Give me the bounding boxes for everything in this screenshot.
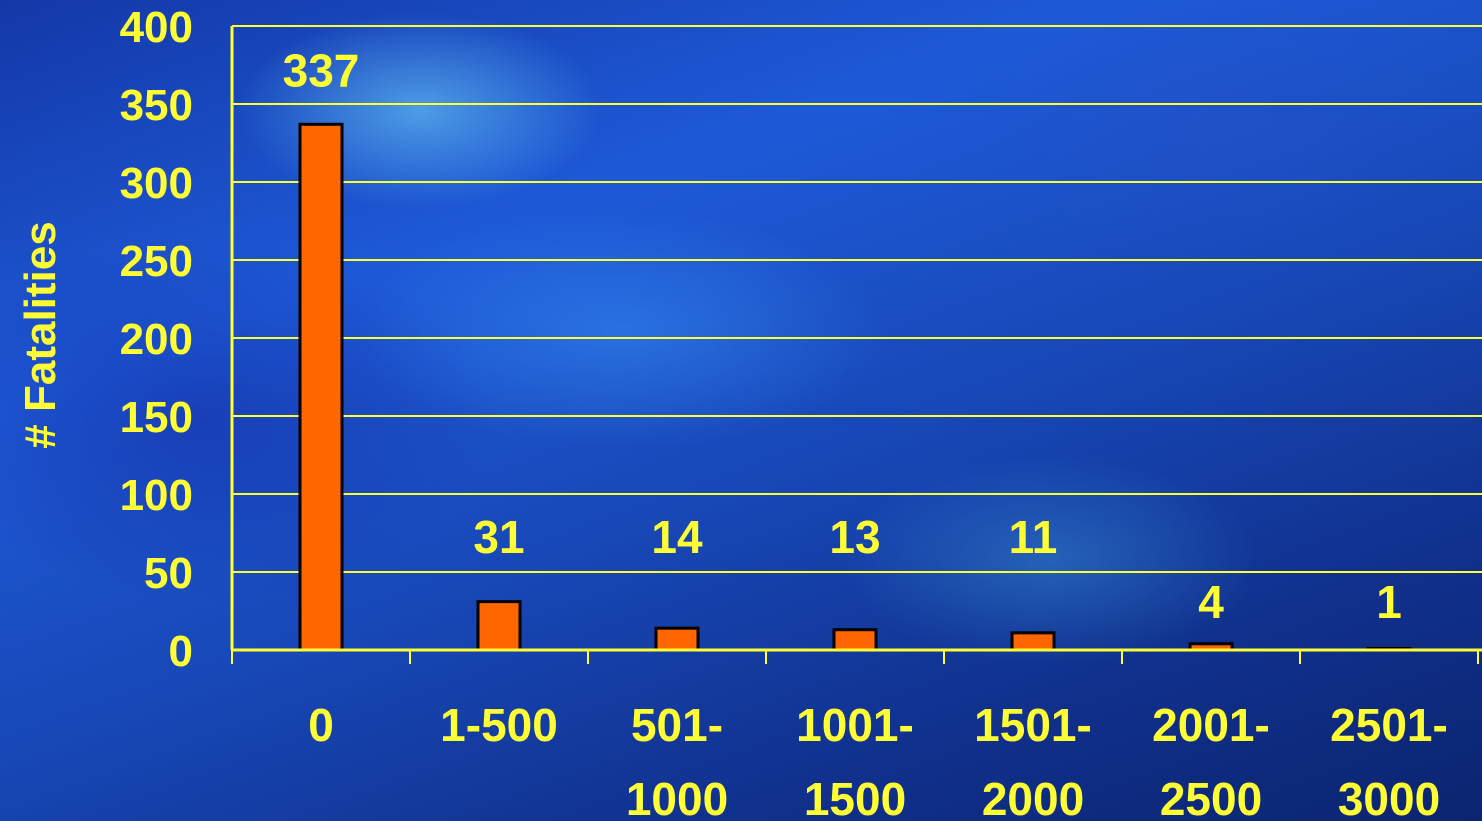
bar (654, 626, 700, 652)
bar (476, 600, 522, 652)
x-tick-label: 501- (631, 699, 723, 751)
bar (1010, 631, 1056, 652)
y-tick-label: 50 (144, 549, 193, 598)
x-tick-label: 2001- (1152, 699, 1270, 751)
y-tick-labels: 0 50 100 150 200 250 300 350 400 (120, 3, 193, 676)
data-label: 11 (1009, 511, 1058, 563)
y-tick-label: 400 (120, 3, 193, 52)
y-axis-label: # Fatalities (16, 221, 65, 448)
y-tick-label: 250 (120, 237, 193, 286)
y-tick-label: 200 (120, 315, 193, 364)
data-label: 31 (473, 511, 524, 563)
y-tick-label: 300 (120, 159, 193, 208)
y-tick-label: 350 (120, 81, 193, 130)
x-tick-label: 1000 (626, 773, 728, 821)
data-labels: 337 31 14 13 11 4 1 (283, 44, 1402, 628)
x-tick-label: 2501- (1330, 699, 1448, 751)
x-tick-label: 1501- (974, 699, 1092, 751)
bars (298, 122, 1412, 652)
axes (230, 26, 1482, 664)
x-tick-label: 1-500 (440, 699, 558, 751)
x-tick-label: 0 (308, 699, 334, 751)
x-tick-labels: 0 1-500 501- 1000 1001- 1500 1501- 2000 2001- 250… (308, 699, 1448, 821)
x-tick-label: 2000 (982, 773, 1084, 821)
y-tick-label: 100 (120, 471, 193, 520)
data-label: 337 (283, 44, 360, 96)
bar (298, 122, 344, 652)
bar (832, 628, 878, 652)
y-tick-label: 150 (120, 393, 193, 442)
data-label: 1 (1376, 576, 1402, 628)
data-label: 13 (829, 511, 880, 563)
y-tick-label: 0 (169, 627, 193, 676)
data-label: 14 (651, 511, 703, 563)
x-tick-label: 2500 (1160, 773, 1262, 821)
x-tick-label: 1500 (804, 773, 906, 821)
x-tick-label: 3000 (1338, 773, 1440, 821)
data-label: 4 (1198, 576, 1224, 628)
x-tick-label: 1001- (796, 699, 914, 751)
gridlines (232, 25, 1482, 573)
